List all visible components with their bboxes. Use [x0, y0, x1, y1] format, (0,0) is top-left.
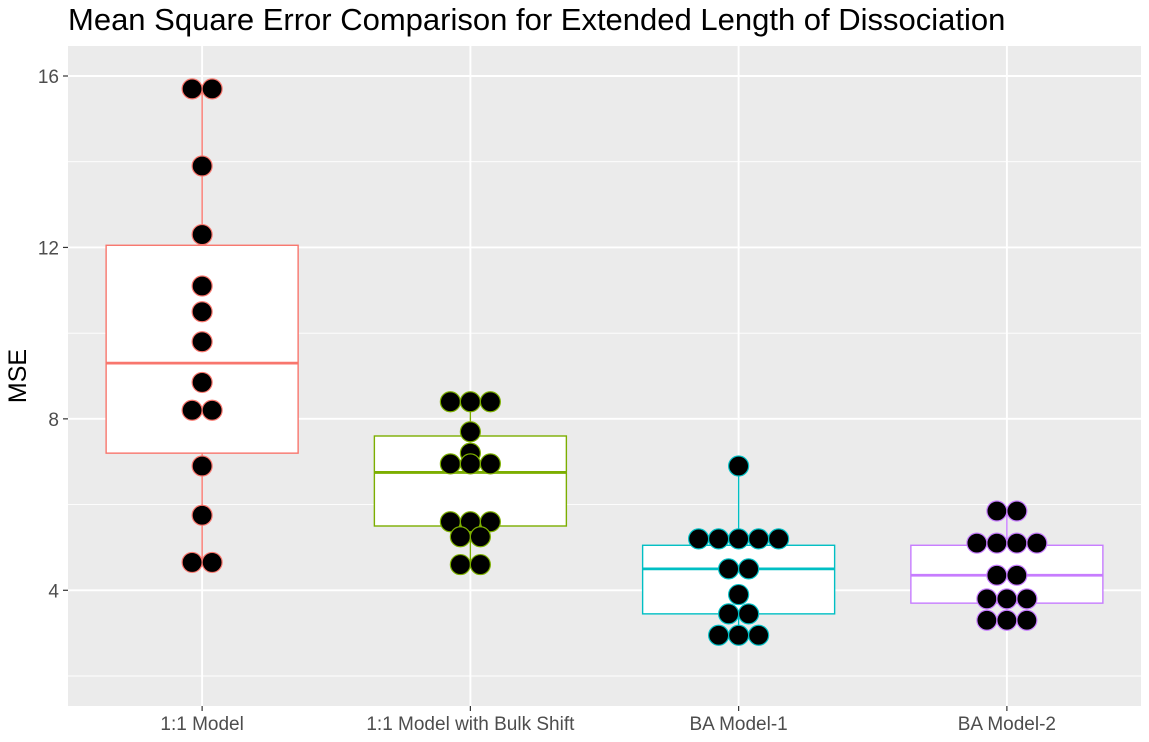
data-point	[191, 371, 213, 394]
y-tick-label: 4	[48, 581, 59, 602]
y-axis-title: MSE	[4, 349, 32, 403]
data-point	[718, 558, 740, 580]
data-point	[1006, 564, 1028, 586]
data-point	[996, 609, 1018, 631]
data-point	[191, 455, 213, 477]
data-point	[191, 301, 213, 323]
data-point	[191, 331, 213, 353]
x-tick-label: BA Model-1	[690, 714, 788, 735]
data-point	[181, 78, 203, 100]
data-point	[201, 551, 223, 574]
data-point	[728, 583, 750, 606]
data-point	[201, 399, 223, 421]
data-point	[469, 553, 491, 576]
data-point	[718, 603, 740, 625]
data-point	[459, 453, 481, 475]
data-point	[191, 275, 213, 297]
data-point	[191, 155, 213, 177]
data-point	[459, 421, 481, 443]
data-point	[469, 526, 491, 548]
data-point	[479, 511, 501, 533]
data-point	[986, 532, 1008, 554]
data-point	[728, 624, 750, 646]
data-point	[738, 558, 760, 580]
y-tick-label: 12	[38, 238, 59, 259]
data-point	[738, 603, 760, 625]
data-point	[479, 391, 501, 413]
data-point	[708, 528, 730, 550]
data-point	[986, 564, 1008, 586]
data-point	[1016, 588, 1038, 610]
data-point	[1006, 532, 1028, 554]
x-tick-label: 1:1 Model	[160, 714, 243, 735]
data-point	[201, 78, 223, 100]
data-point	[748, 624, 770, 646]
data-point	[459, 391, 481, 413]
data-point	[976, 609, 998, 631]
data-point	[439, 391, 461, 413]
x-tick-label: 1:1 Model with Bulk Shift	[366, 714, 575, 735]
y-tick-label: 16	[38, 67, 59, 88]
data-point	[688, 528, 710, 550]
data-point	[449, 553, 471, 576]
data-point	[986, 500, 1008, 522]
data-point	[748, 528, 770, 550]
data-point	[439, 453, 461, 475]
data-point	[966, 532, 988, 554]
data-point	[1016, 609, 1038, 631]
data-point	[191, 504, 213, 526]
data-point	[728, 528, 750, 550]
point-layer	[181, 78, 1048, 646]
data-point	[768, 528, 790, 550]
data-point	[1026, 532, 1048, 554]
data-point	[1006, 500, 1028, 522]
data-point	[181, 399, 203, 421]
y-tick-label: 8	[48, 410, 59, 431]
data-point	[449, 526, 471, 548]
chart-title: Mean Square Error Comparison for Extende…	[68, 2, 1006, 37]
x-tick-label: BA Model-2	[958, 714, 1056, 735]
data-point	[181, 551, 203, 574]
data-point	[976, 588, 998, 610]
data-point	[479, 453, 501, 475]
axis-layer: 4 8 12 16 1:1 Model 1:1 Model with Bulk Shift…	[38, 67, 1056, 735]
data-point	[191, 223, 213, 246]
data-point	[708, 624, 730, 646]
data-point	[728, 455, 750, 477]
data-point	[996, 588, 1018, 610]
